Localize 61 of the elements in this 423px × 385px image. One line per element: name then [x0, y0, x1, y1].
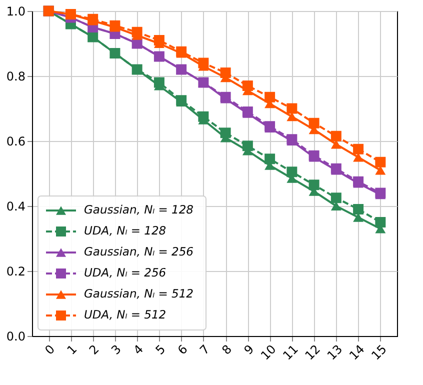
- legend-label: Gaussian, Nₗ = 256: [84, 244, 194, 258]
- point: [110, 20, 120, 31]
- point: [242, 140, 253, 152]
- point: [353, 176, 364, 187]
- x-tick-label: 1: [64, 342, 80, 358]
- point: [154, 77, 164, 88]
- point: [264, 154, 276, 164]
- point: [375, 166, 386, 175]
- legend-label: UDA, Nₗ = 128: [84, 224, 166, 238]
- y-tick-label: 0.2: [6, 264, 26, 278]
- x-tick-label: 5: [152, 342, 168, 358]
- point: [88, 14, 98, 24]
- point: [330, 140, 342, 149]
- x-tick-label: 9: [241, 342, 257, 358]
- y-tick-label: 0.8: [6, 70, 26, 84]
- x-tick-label: 8: [219, 342, 235, 358]
- point: [375, 156, 386, 168]
- point: [132, 26, 142, 38]
- point: [220, 92, 231, 102]
- point: [330, 163, 342, 174]
- point: [220, 68, 231, 78]
- y-tick-label: 0.6: [6, 134, 26, 148]
- point: [353, 204, 364, 214]
- y-tick-label: 0.0: [6, 330, 26, 344]
- point: [308, 180, 320, 190]
- point: [308, 118, 320, 128]
- point: [242, 80, 253, 91]
- y-tick-label: 0.4: [6, 200, 26, 214]
- point: [286, 103, 298, 114]
- point: [375, 217, 386, 228]
- x-tick-label: 14: [346, 342, 368, 363]
- point: [154, 35, 164, 46]
- x-tick-label: 0: [42, 342, 58, 358]
- point: [308, 150, 320, 161]
- point: [286, 166, 298, 178]
- point: [286, 112, 298, 122]
- point: [198, 111, 209, 122]
- point: [198, 58, 209, 68]
- point: [353, 144, 364, 154]
- point: [353, 152, 364, 162]
- point: [330, 130, 342, 142]
- legend-label: Gaussian, Nₗ = 512: [84, 286, 194, 300]
- x-tick-label: 4: [130, 342, 146, 358]
- x-tick-label: 3: [108, 342, 124, 358]
- x-tick-label: 13: [324, 342, 346, 363]
- x-tick-label: 6: [175, 342, 190, 358]
- x-tick-label: 2: [86, 342, 102, 358]
- point: [330, 192, 342, 204]
- x-tick-label: 11: [280, 342, 301, 363]
- legend-label: Gaussian, Nₗ = 128: [84, 202, 194, 216]
- x-tick-label: 10: [258, 342, 279, 363]
- point: [264, 92, 276, 102]
- y-tick-label: 1.0: [6, 4, 26, 18]
- x-tick-label: 7: [197, 342, 212, 358]
- point: [220, 128, 231, 138]
- point: [176, 46, 187, 57]
- point: [375, 188, 386, 198]
- legend-label: UDA, Nₗ = 512: [84, 308, 166, 322]
- x-tick-label: 12: [302, 342, 324, 363]
- legend-label: UDA, Nₗ = 256: [84, 266, 166, 280]
- x-tick-label: 15: [368, 342, 390, 363]
